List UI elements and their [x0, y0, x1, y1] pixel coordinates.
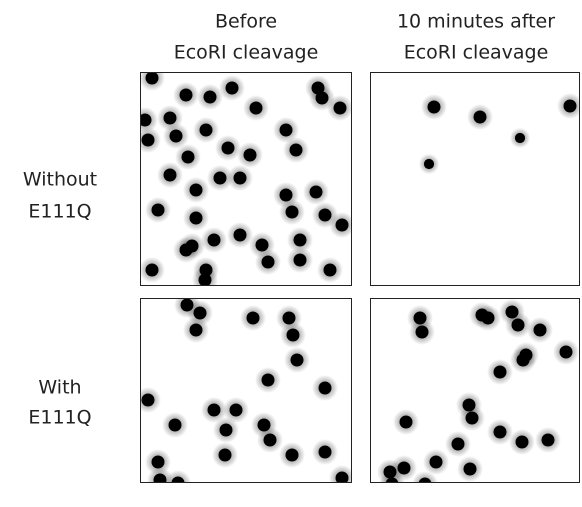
spot [215, 135, 241, 161]
spot [393, 409, 419, 435]
spot [255, 249, 281, 275]
spot [145, 197, 171, 223]
row-label: E111Q [28, 407, 91, 429]
spot [139, 65, 165, 91]
spot [510, 347, 536, 373]
spot [535, 427, 561, 453]
spot [162, 412, 188, 438]
spot [312, 439, 338, 465]
row-label: With [38, 377, 81, 399]
row-label: Without [23, 169, 97, 191]
spot [279, 199, 305, 225]
panel-bg [370, 72, 580, 286]
spot [510, 128, 530, 148]
spot [279, 442, 305, 468]
spot [303, 179, 329, 205]
spot [467, 104, 493, 130]
spot [183, 177, 209, 203]
spot [243, 95, 269, 121]
spot [557, 93, 582, 119]
spot [487, 359, 513, 385]
spot [379, 471, 405, 497]
spot [505, 312, 531, 338]
spot [201, 227, 227, 253]
spot [193, 117, 219, 143]
spot [317, 257, 343, 283]
spot [459, 405, 485, 431]
spot [139, 257, 165, 283]
spot [284, 347, 310, 373]
spot [187, 300, 213, 326]
spot [240, 305, 266, 331]
spot [192, 267, 218, 293]
column-header: EcoRI cleavage [404, 42, 549, 64]
spot [183, 205, 209, 231]
spot [280, 322, 306, 348]
spot [255, 367, 281, 393]
spot [212, 442, 238, 468]
spot [173, 237, 199, 263]
image-panel [370, 298, 580, 497]
spot [423, 449, 449, 475]
spot [327, 95, 353, 121]
spot [445, 431, 471, 457]
figure: Before EcoRI cleavage 10 minutes after E… [0, 0, 582, 507]
spot [527, 317, 553, 343]
spot [257, 427, 283, 453]
spot [409, 319, 435, 345]
row-label: E111Q [28, 201, 91, 223]
column-header: EcoRI cleavage [174, 42, 319, 64]
spot [553, 339, 579, 365]
spot [157, 162, 183, 188]
spot [419, 154, 439, 174]
spot [173, 82, 199, 108]
spot [219, 75, 245, 101]
spot [135, 127, 161, 153]
spot [283, 137, 309, 163]
image-panel [370, 72, 582, 286]
image-panel [135, 292, 355, 496]
spot [237, 142, 263, 168]
spot [135, 387, 161, 413]
column-header: 10 minutes after [397, 11, 555, 33]
image-panel [132, 65, 355, 293]
spot [509, 429, 535, 455]
spot [312, 375, 338, 401]
spot [213, 417, 239, 443]
spot [207, 165, 233, 191]
spot [421, 94, 447, 120]
column-header: Before [215, 11, 277, 33]
spot [287, 227, 313, 253]
spot [412, 471, 438, 497]
spot [457, 456, 483, 482]
spot [475, 305, 501, 331]
